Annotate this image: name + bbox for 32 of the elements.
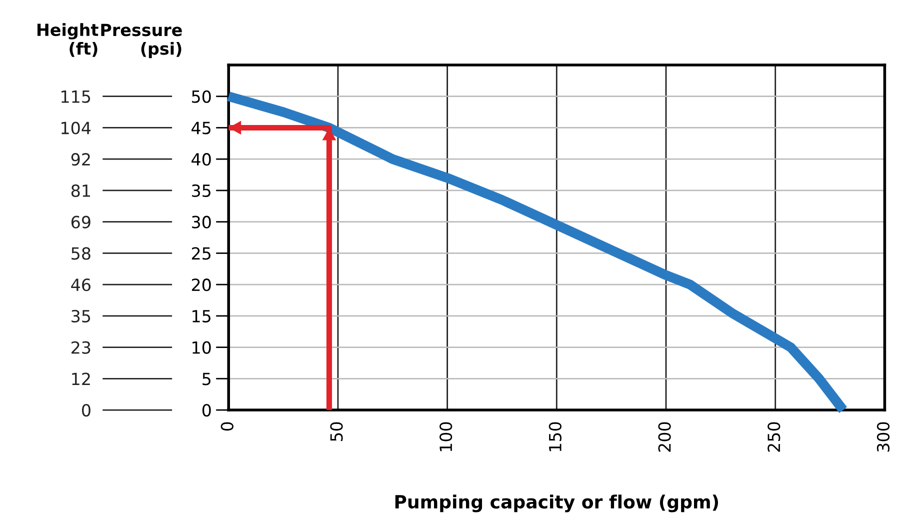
x-tick-label: 200 xyxy=(658,422,671,452)
y2-tick-label: 46 xyxy=(71,278,90,292)
x-tick-label: 50 xyxy=(330,422,343,442)
y2-tick-label: 115 xyxy=(62,90,90,103)
y-tick-label: 35 xyxy=(192,184,210,198)
y2-tick-label: 23 xyxy=(72,341,90,354)
y-tick-label: 50 xyxy=(192,90,211,103)
y-tick-label: 10 xyxy=(192,341,211,354)
y2-tick-label: 104 xyxy=(62,122,91,134)
x-tick-label: 300 xyxy=(876,422,890,452)
y2-tick-label: 92 xyxy=(71,153,90,166)
y2-tick-label: 81 xyxy=(71,184,90,198)
y-tick-label: 30 xyxy=(192,216,211,228)
y2-tick-label: 0 xyxy=(82,404,90,417)
y2-axis-title: Height (ft) xyxy=(37,23,98,57)
y-tick-label: 5 xyxy=(202,372,210,386)
x-tick-label: 100 xyxy=(440,422,452,452)
y-tick-label: 45 xyxy=(192,122,210,134)
y-tick-label: 0 xyxy=(202,404,211,417)
y-tick-label: 15 xyxy=(192,310,210,322)
y2-tick-label: 58 xyxy=(72,247,90,260)
y-tick-label: 40 xyxy=(192,153,211,166)
x-tick-label: 250 xyxy=(768,422,780,452)
y2-tick-label: 12 xyxy=(72,372,90,385)
y2-tick-label: 35 xyxy=(72,310,90,322)
x-tick-label: 0 xyxy=(220,422,234,431)
x-axis-title: Pumping capacity or flow (gpm) xyxy=(395,494,718,512)
x-tick-label: 150 xyxy=(548,422,562,452)
y-axis-title: Pressure (psi) xyxy=(101,24,182,58)
y-tick-label: 20 xyxy=(192,278,211,292)
y2-tick-label: 69 xyxy=(71,216,90,228)
y-tick-label: 25 xyxy=(192,247,210,260)
